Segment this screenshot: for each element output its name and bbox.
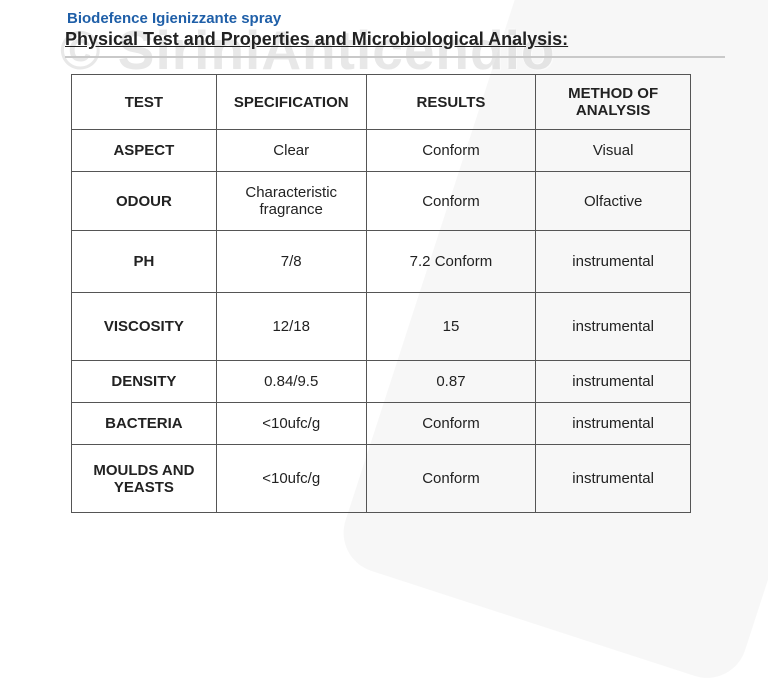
cell-spec: 0.84/9.5: [216, 361, 366, 403]
cell-spec: <10ufc/g: [216, 403, 366, 445]
cell-method: instrumental: [536, 403, 691, 445]
cell-method: instrumental: [536, 445, 691, 513]
cell-test: PH: [72, 231, 217, 293]
table-row: BACTERIA<10ufc/gConforminstrumental: [72, 403, 691, 445]
col-header-method: METHOD OF ANALYSIS: [536, 75, 691, 130]
cell-result: Conform: [366, 445, 536, 513]
cell-result: Conform: [366, 172, 536, 231]
col-header-result: RESULTS: [366, 75, 536, 130]
cell-spec: Characteristic fragrance: [216, 172, 366, 231]
cell-method: instrumental: [536, 231, 691, 293]
cell-method: Olfactive: [536, 172, 691, 231]
cell-test: MOULDS AND YEASTS: [72, 445, 217, 513]
cell-spec: 7/8: [216, 231, 366, 293]
product-name: Biodefence Igienizzante spray: [67, 10, 728, 27]
table-row: ODOURCharacteristic fragranceConformOlfa…: [72, 172, 691, 231]
table-header-row: TEST SPECIFICATION RESULTS METHOD OF ANA…: [72, 75, 691, 130]
horizontal-rule: [65, 56, 725, 58]
cell-test: BACTERIA: [72, 403, 217, 445]
table-row: MOULDS AND YEASTS<10ufc/gConforminstrume…: [72, 445, 691, 513]
cell-result: Conform: [366, 130, 536, 172]
cell-method: Visual: [536, 130, 691, 172]
cell-test: ASPECT: [72, 130, 217, 172]
cell-result: 15: [366, 293, 536, 361]
document-content: Biodefence Igienizzante spray Physical T…: [0, 0, 768, 513]
cell-test: DENSITY: [72, 361, 217, 403]
cell-spec: <10ufc/g: [216, 445, 366, 513]
cell-test: VISCOSITY: [72, 293, 217, 361]
table-row: PH7/87.2 Conforminstrumental: [72, 231, 691, 293]
cell-result: 0.87: [366, 361, 536, 403]
table-row: DENSITY0.84/9.50.87instrumental: [72, 361, 691, 403]
cell-method: instrumental: [536, 361, 691, 403]
table-row: ASPECTClearConformVisual: [72, 130, 691, 172]
cell-method: instrumental: [536, 293, 691, 361]
cell-spec: Clear: [216, 130, 366, 172]
table-row: VISCOSITY12/1815instrumental: [72, 293, 691, 361]
cell-result: Conform: [366, 403, 536, 445]
col-header-spec: SPECIFICATION: [216, 75, 366, 130]
cell-result: 7.2 Conform: [366, 231, 536, 293]
cell-test: ODOUR: [72, 172, 217, 231]
spec-table: TEST SPECIFICATION RESULTS METHOD OF ANA…: [71, 74, 691, 513]
cell-spec: 12/18: [216, 293, 366, 361]
section-title: Physical Test and Properties and Microbi…: [65, 29, 728, 50]
col-header-test: TEST: [72, 75, 217, 130]
